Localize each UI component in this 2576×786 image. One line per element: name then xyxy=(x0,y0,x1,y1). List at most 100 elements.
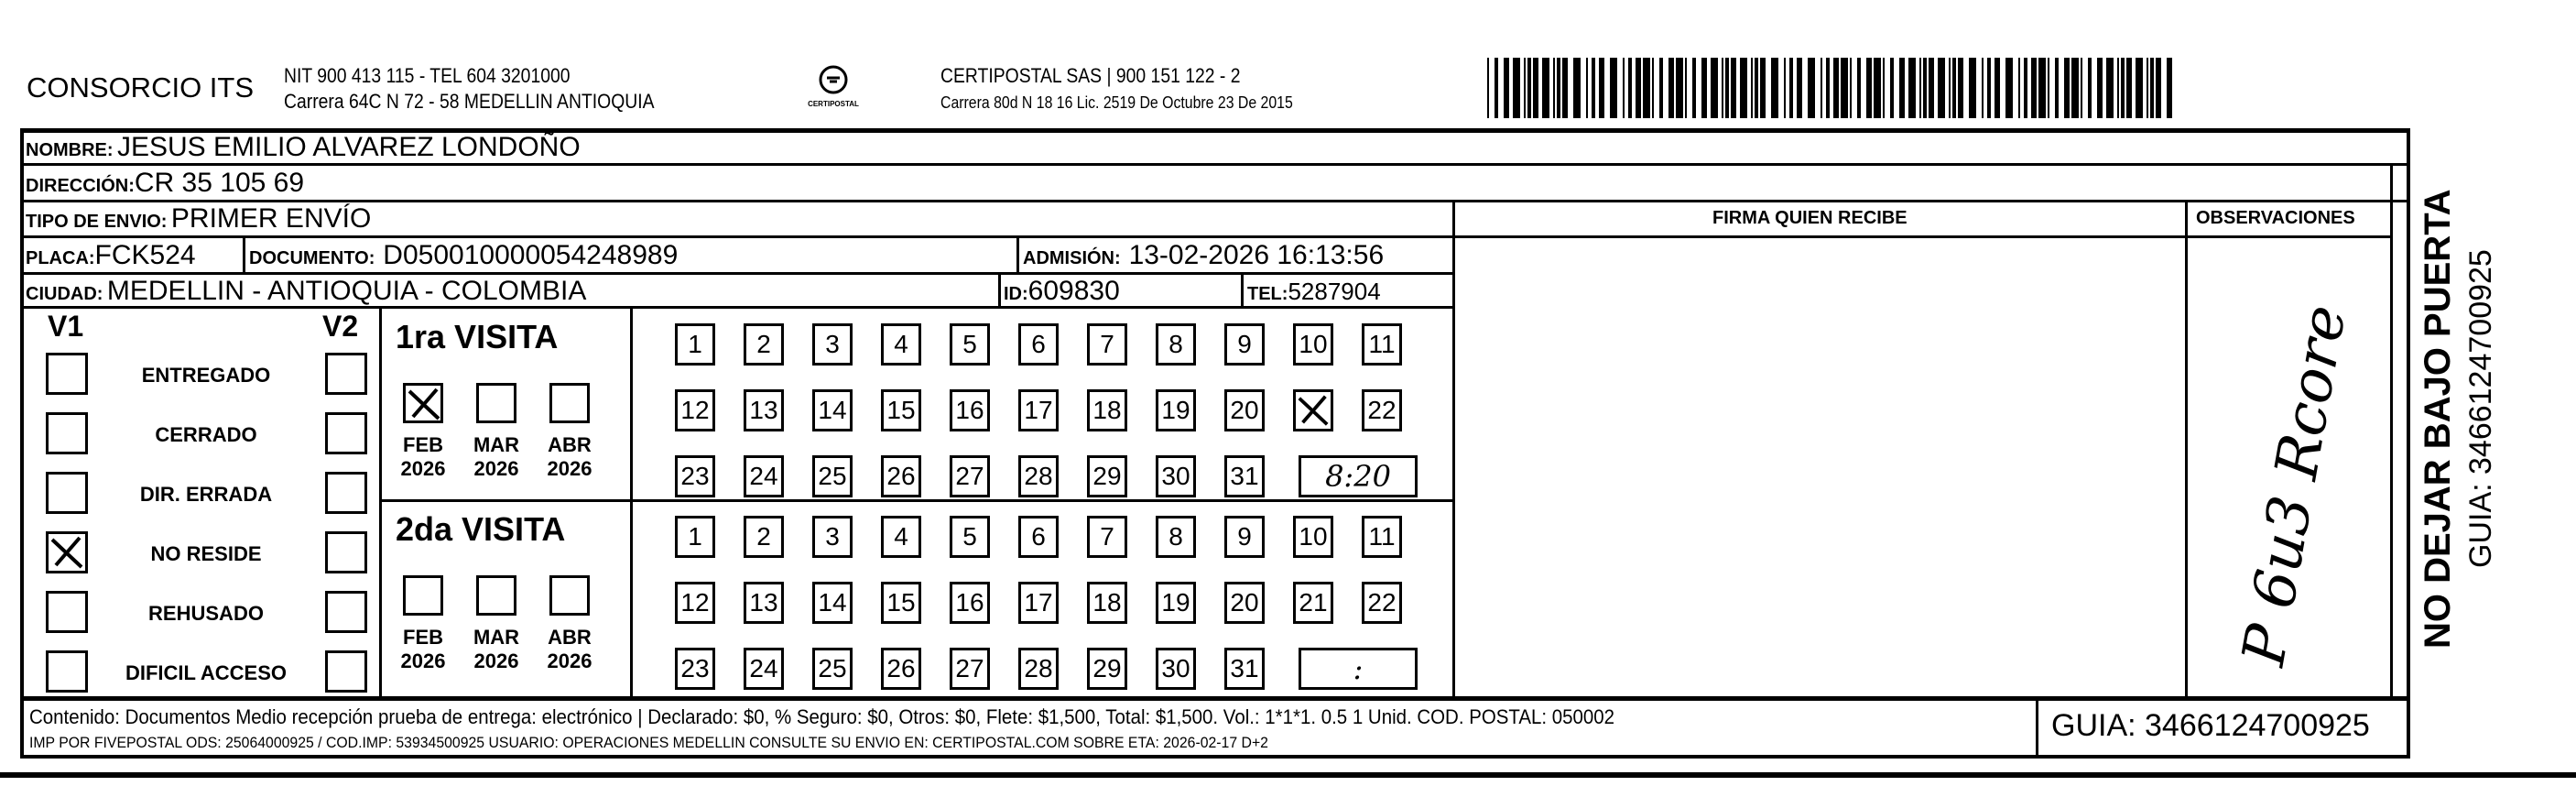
documento-field: DOCUMENTO: D050010000054248989 xyxy=(249,240,679,270)
day-box[interactable]: 23 xyxy=(675,455,715,497)
day-box[interactable]: 3 xyxy=(812,516,853,558)
v1-checkbox[interactable] xyxy=(46,353,88,395)
day-box[interactable]: 25 xyxy=(812,455,853,497)
barcode-bar xyxy=(1722,58,1723,118)
day-box[interactable]: 26 xyxy=(881,648,921,690)
month-name: MAR xyxy=(473,626,520,649)
day-box[interactable]: 22 xyxy=(1362,582,1402,624)
barcode-bar xyxy=(1987,58,1991,118)
day-box[interactable]: 7 xyxy=(1087,516,1127,558)
month-label: MAR 2026 xyxy=(463,433,529,482)
month-checkbox[interactable] xyxy=(476,383,516,423)
day-box[interactable]: 30 xyxy=(1156,455,1196,497)
v2-checkbox[interactable] xyxy=(325,531,367,573)
day-box[interactable]: 8 xyxy=(1156,323,1196,366)
day-box[interactable]: 29 xyxy=(1087,648,1127,690)
v2-checkbox[interactable] xyxy=(325,591,367,633)
barcode-bar xyxy=(2081,58,2082,118)
day-box[interactable]: 14 xyxy=(812,389,853,431)
barcode-bar xyxy=(2147,58,2148,118)
v2-checkbox[interactable] xyxy=(325,412,367,454)
day-box[interactable]: 14 xyxy=(812,582,853,624)
v2-checkbox[interactable] xyxy=(325,472,367,514)
day-box[interactable]: 19 xyxy=(1156,389,1196,431)
day-box[interactable]: 30 xyxy=(1156,648,1196,690)
day-box[interactable]: 1 xyxy=(675,323,715,366)
day-box[interactable]: 24 xyxy=(744,648,784,690)
company-address: Carrera 64C N 72 - 58 MEDELLIN ANTIOQUIA xyxy=(284,90,655,113)
day-box[interactable]: 28 xyxy=(1018,455,1059,497)
day-box[interactable]: 5 xyxy=(950,516,990,558)
day-box[interactable]: 21 xyxy=(1293,582,1333,624)
day-box[interactable]: 23 xyxy=(675,648,715,690)
day-box[interactable]: 9 xyxy=(1224,516,1265,558)
day-box[interactable]: 2 xyxy=(744,323,784,366)
day-box[interactable]: 15 xyxy=(881,582,921,624)
day-box[interactable]: 22 xyxy=(1362,389,1402,431)
day-box[interactable]: 25 xyxy=(812,648,853,690)
month-name: FEB xyxy=(403,433,443,456)
day-box[interactable]: 7 xyxy=(1087,323,1127,366)
day-box[interactable]: 18 xyxy=(1087,582,1127,624)
barcode xyxy=(1487,58,2172,118)
day-box[interactable]: 8 xyxy=(1156,516,1196,558)
v1-checkbox[interactable] xyxy=(46,531,88,573)
v2-checkbox[interactable] xyxy=(325,650,367,693)
carrier-address: Carrera 80d N 18 16 Lic. 2519 De Octubre… xyxy=(940,93,1293,112)
day-box[interactable]: 18 xyxy=(1087,389,1127,431)
day-box[interactable]: 9 xyxy=(1224,323,1265,366)
day-box[interactable]: 16 xyxy=(950,389,990,431)
month-name: ABR xyxy=(548,626,592,649)
month-checkbox[interactable] xyxy=(403,575,443,616)
day-box[interactable]: 29 xyxy=(1087,455,1127,497)
day-box[interactable]: 20 xyxy=(1224,582,1265,624)
day-box[interactable]: 1 xyxy=(675,516,715,558)
month-checkbox[interactable] xyxy=(549,383,590,423)
day-box[interactable] xyxy=(1293,389,1333,431)
v1-checkbox[interactable] xyxy=(46,472,88,514)
day-box[interactable]: 5 xyxy=(950,323,990,366)
day-box[interactable]: 13 xyxy=(744,582,784,624)
month-checkbox[interactable] xyxy=(403,383,443,423)
day-box[interactable]: 17 xyxy=(1018,582,1059,624)
barcode-bar xyxy=(1676,58,1683,118)
day-box[interactable]: 6 xyxy=(1018,323,1059,366)
day-box[interactable]: 24 xyxy=(744,455,784,497)
day-box[interactable]: 16 xyxy=(950,582,990,624)
v1-checkbox[interactable] xyxy=(46,591,88,633)
placa-field: PLACA:FCK524 xyxy=(26,240,196,270)
day-box[interactable]: 3 xyxy=(812,323,853,366)
day-box[interactable]: 27 xyxy=(950,455,990,497)
day-box[interactable]: 4 xyxy=(881,323,921,366)
time-field[interactable]: : xyxy=(1299,648,1418,690)
day-box[interactable]: 31 xyxy=(1224,455,1265,497)
day-box[interactable]: 12 xyxy=(675,582,715,624)
day-box[interactable]: 28 xyxy=(1018,648,1059,690)
day-box[interactable]: 31 xyxy=(1224,648,1265,690)
barcode-bar xyxy=(1969,58,1976,118)
v1-checkbox[interactable] xyxy=(46,412,88,454)
day-box[interactable]: 15 xyxy=(881,389,921,431)
day-box[interactable]: 13 xyxy=(744,389,784,431)
day-box[interactable]: 2 xyxy=(744,516,784,558)
day-box[interactable]: 11 xyxy=(1362,323,1402,366)
day-box[interactable]: 10 xyxy=(1293,323,1333,366)
barcode-bar xyxy=(1808,58,1815,118)
day-box[interactable]: 11 xyxy=(1362,516,1402,558)
day-box[interactable]: 26 xyxy=(881,455,921,497)
day-box[interactable]: 19 xyxy=(1156,582,1196,624)
day-box[interactable]: 4 xyxy=(881,516,921,558)
day-box[interactable]: 10 xyxy=(1293,516,1333,558)
day-box[interactable]: 12 xyxy=(675,389,715,431)
day-box[interactable]: 17 xyxy=(1018,389,1059,431)
day-box[interactable]: 6 xyxy=(1018,516,1059,558)
barcode-bar xyxy=(2024,58,2027,118)
v2-checkbox[interactable] xyxy=(325,353,367,395)
month-checkbox[interactable] xyxy=(476,575,516,616)
v1-checkbox[interactable] xyxy=(46,650,88,693)
time-field[interactable]: 8:20 xyxy=(1299,455,1418,497)
day-box[interactable]: 20 xyxy=(1224,389,1265,431)
day-box[interactable]: 27 xyxy=(950,648,990,690)
month-checkbox[interactable] xyxy=(549,575,590,616)
barcode-bar xyxy=(1513,58,1520,118)
